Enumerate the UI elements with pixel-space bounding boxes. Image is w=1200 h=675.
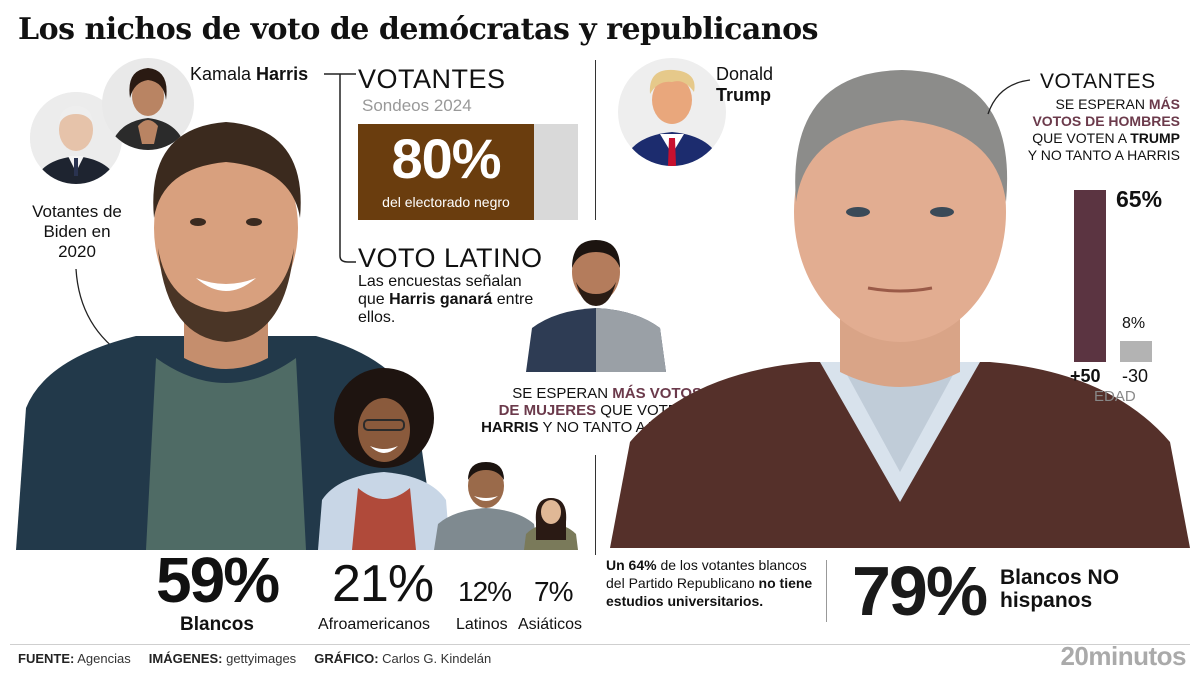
votantes-right-pointer (987, 79, 1031, 115)
asian-voter-photo (524, 498, 578, 550)
votantes-left-subtitle: Sondeos 2024 (362, 96, 472, 115)
footer-rule (10, 644, 1190, 645)
black-vote-caption: del electorado negro (382, 194, 510, 210)
stat-afro-label: Afroamericanos (318, 616, 431, 633)
black-vote-bar-fill (358, 124, 534, 220)
votantes-left-title: VOTANTES (358, 64, 506, 94)
harris-name: Kamala Harris (190, 64, 308, 85)
voto-latino-text: Las encuestas señalan que Harris ganará … (358, 273, 534, 326)
trump-stats-divider (826, 560, 827, 622)
stat-afro-value: 21% (332, 555, 434, 613)
trump-portrait-icon (618, 58, 726, 166)
bar-over-50 (1074, 190, 1106, 362)
black-vote-bar-track: 80% del electorado negro (358, 124, 578, 220)
black-vote-value: 80% (391, 127, 501, 190)
trump-first-name: Donald (716, 64, 774, 84)
stat-latinos-label: Latinos (456, 616, 508, 633)
stat-blancos-label: Blancos (180, 614, 254, 635)
stat-asiaticos-label: Asiáticos (518, 616, 583, 633)
biden-voters-label: Votantes de Biden en 2020 (32, 202, 122, 261)
bar-under-30-category: -30 (1122, 366, 1149, 386)
harris-photo (102, 58, 194, 150)
stat-blancos-no-hispanos-label: Blancos NO hispanos (1000, 566, 1120, 612)
harris-last-name: Harris (256, 64, 309, 84)
footer-credits: FUENTE: Agencias IMÁGENES: gettyimages G… (18, 651, 492, 666)
center-divider-bottom (595, 455, 596, 555)
stat-latinos-value: 12% (458, 576, 512, 607)
trump-name: Donald Trump (716, 64, 773, 106)
stat-asiaticos-value: 7% (534, 576, 573, 607)
bar-over-50-value: 65% (1116, 186, 1163, 212)
trump-education-note: Un 64% de los votantes blancos del Parti… (606, 557, 813, 609)
trump-last-name: Trump (716, 85, 772, 105)
voto-latino-title: VOTO LATINO (358, 243, 543, 273)
harris-connector-lines (324, 73, 356, 263)
stat-blancos-no-hispanos-value: 79% (852, 552, 988, 630)
latino-voter-photo-small (434, 462, 538, 550)
age-axis-label: EDAD (1094, 388, 1136, 405)
harris-portrait-icon (102, 58, 194, 150)
bar-over-50-category: +50 (1070, 366, 1101, 386)
latino-voter-photo (526, 240, 666, 372)
center-divider-top (595, 60, 596, 220)
bar-under-30-value: 8% (1122, 315, 1146, 332)
trump-photo (618, 58, 726, 166)
black-voter-photo (318, 368, 450, 550)
harris-first-name: Kamala (190, 64, 252, 84)
stat-blancos-value: 59% (156, 544, 280, 616)
brand-logo: 20minutos (1060, 641, 1186, 671)
age-bar-chart: 65% 8% +50 -30 EDAD (1068, 186, 1178, 408)
white-male-voter-photo (610, 70, 1190, 548)
page-title: Los nichos de voto de demócratas y repub… (18, 12, 819, 47)
votantes-right-note: SE ESPERAN MÁS VOTOS DE HOMBRES QUE VOTE… (1027, 96, 1180, 163)
bar-under-30 (1120, 341, 1152, 362)
votantes-right-title: VOTANTES (1040, 70, 1156, 93)
